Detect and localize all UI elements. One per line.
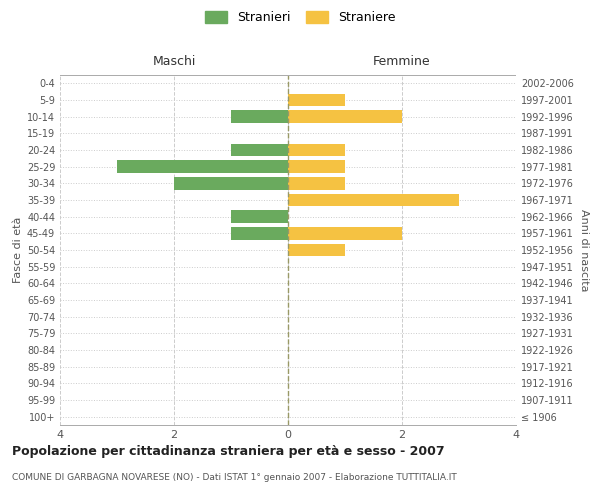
Text: Maschi: Maschi [152,55,196,68]
Legend: Stranieri, Straniere: Stranieri, Straniere [205,11,395,24]
Bar [288,160,345,173]
Bar [288,194,459,206]
Bar [288,244,345,256]
Bar [288,94,345,106]
Bar [231,144,288,156]
Text: Popolazione per cittadinanza straniera per età e sesso - 2007: Popolazione per cittadinanza straniera p… [12,445,445,458]
Bar [288,177,345,190]
Text: COMUNE DI GARBAGNA NOVARESE (NO) - Dati ISTAT 1° gennaio 2007 - Elaborazione TUT: COMUNE DI GARBAGNA NOVARESE (NO) - Dati … [12,472,457,482]
Y-axis label: Anni di nascita: Anni di nascita [579,208,589,291]
Bar [288,144,345,156]
Bar [288,227,402,239]
Bar [231,210,288,223]
Text: Femmine: Femmine [373,55,431,68]
Y-axis label: Fasce di età: Fasce di età [13,217,23,283]
Bar [288,110,402,123]
Bar [231,110,288,123]
Bar [231,227,288,239]
Bar [174,177,288,190]
Bar [117,160,288,173]
